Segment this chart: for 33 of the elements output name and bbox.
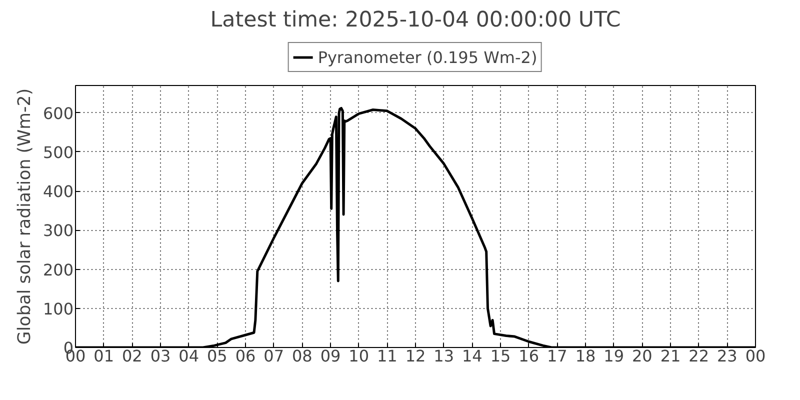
y-axis-title: Global solar radiation (Wm-2) xyxy=(14,88,35,345)
x-tick-label: 18 xyxy=(575,346,596,366)
x-tick-label: 17 xyxy=(546,346,568,366)
x-tick-label: 01 xyxy=(94,346,114,366)
x-tick-label: 15 xyxy=(490,346,511,366)
x-tick-label: 14 xyxy=(462,346,482,366)
y-tick-label: 600 xyxy=(42,104,74,123)
x-tick-label: 22 xyxy=(688,346,710,366)
y-tick-label: 400 xyxy=(42,182,74,202)
x-tick-label: 05 xyxy=(206,346,228,366)
x-tick-label: 03 xyxy=(150,346,171,366)
y-tick-label: 300 xyxy=(42,221,74,240)
x-tick-label: 13 xyxy=(434,346,454,366)
x-tick-label: 09 xyxy=(320,346,341,366)
x-tick-label: 16 xyxy=(518,346,540,366)
x-tick-label: 19 xyxy=(604,346,624,366)
x-tick-label: 08 xyxy=(292,346,312,366)
x-tick-label: 07 xyxy=(264,346,284,366)
y-tick-label: 100 xyxy=(42,299,74,318)
x-tick-label: 04 xyxy=(178,346,200,366)
x-tick-label: 11 xyxy=(376,346,398,366)
x-tick-label: 12 xyxy=(405,346,426,366)
x-tick-label: 21 xyxy=(660,346,681,366)
x-tick-label: 20 xyxy=(632,346,652,366)
chart-title: Latest time: 2025-10-04 00:00:00 UTC xyxy=(210,8,621,32)
x-tick-label: 06 xyxy=(235,346,256,366)
x-tick-label: 10 xyxy=(348,346,370,366)
x-tick-label: 23 xyxy=(716,346,738,366)
legend-label: Pyranometer (0.195 Wm-2) xyxy=(318,48,538,66)
y-tick-label: 500 xyxy=(42,142,74,162)
y-tick-label: 200 xyxy=(42,260,74,280)
x-tick-label: 00 xyxy=(745,346,766,366)
x-tick-label: 02 xyxy=(122,346,142,366)
